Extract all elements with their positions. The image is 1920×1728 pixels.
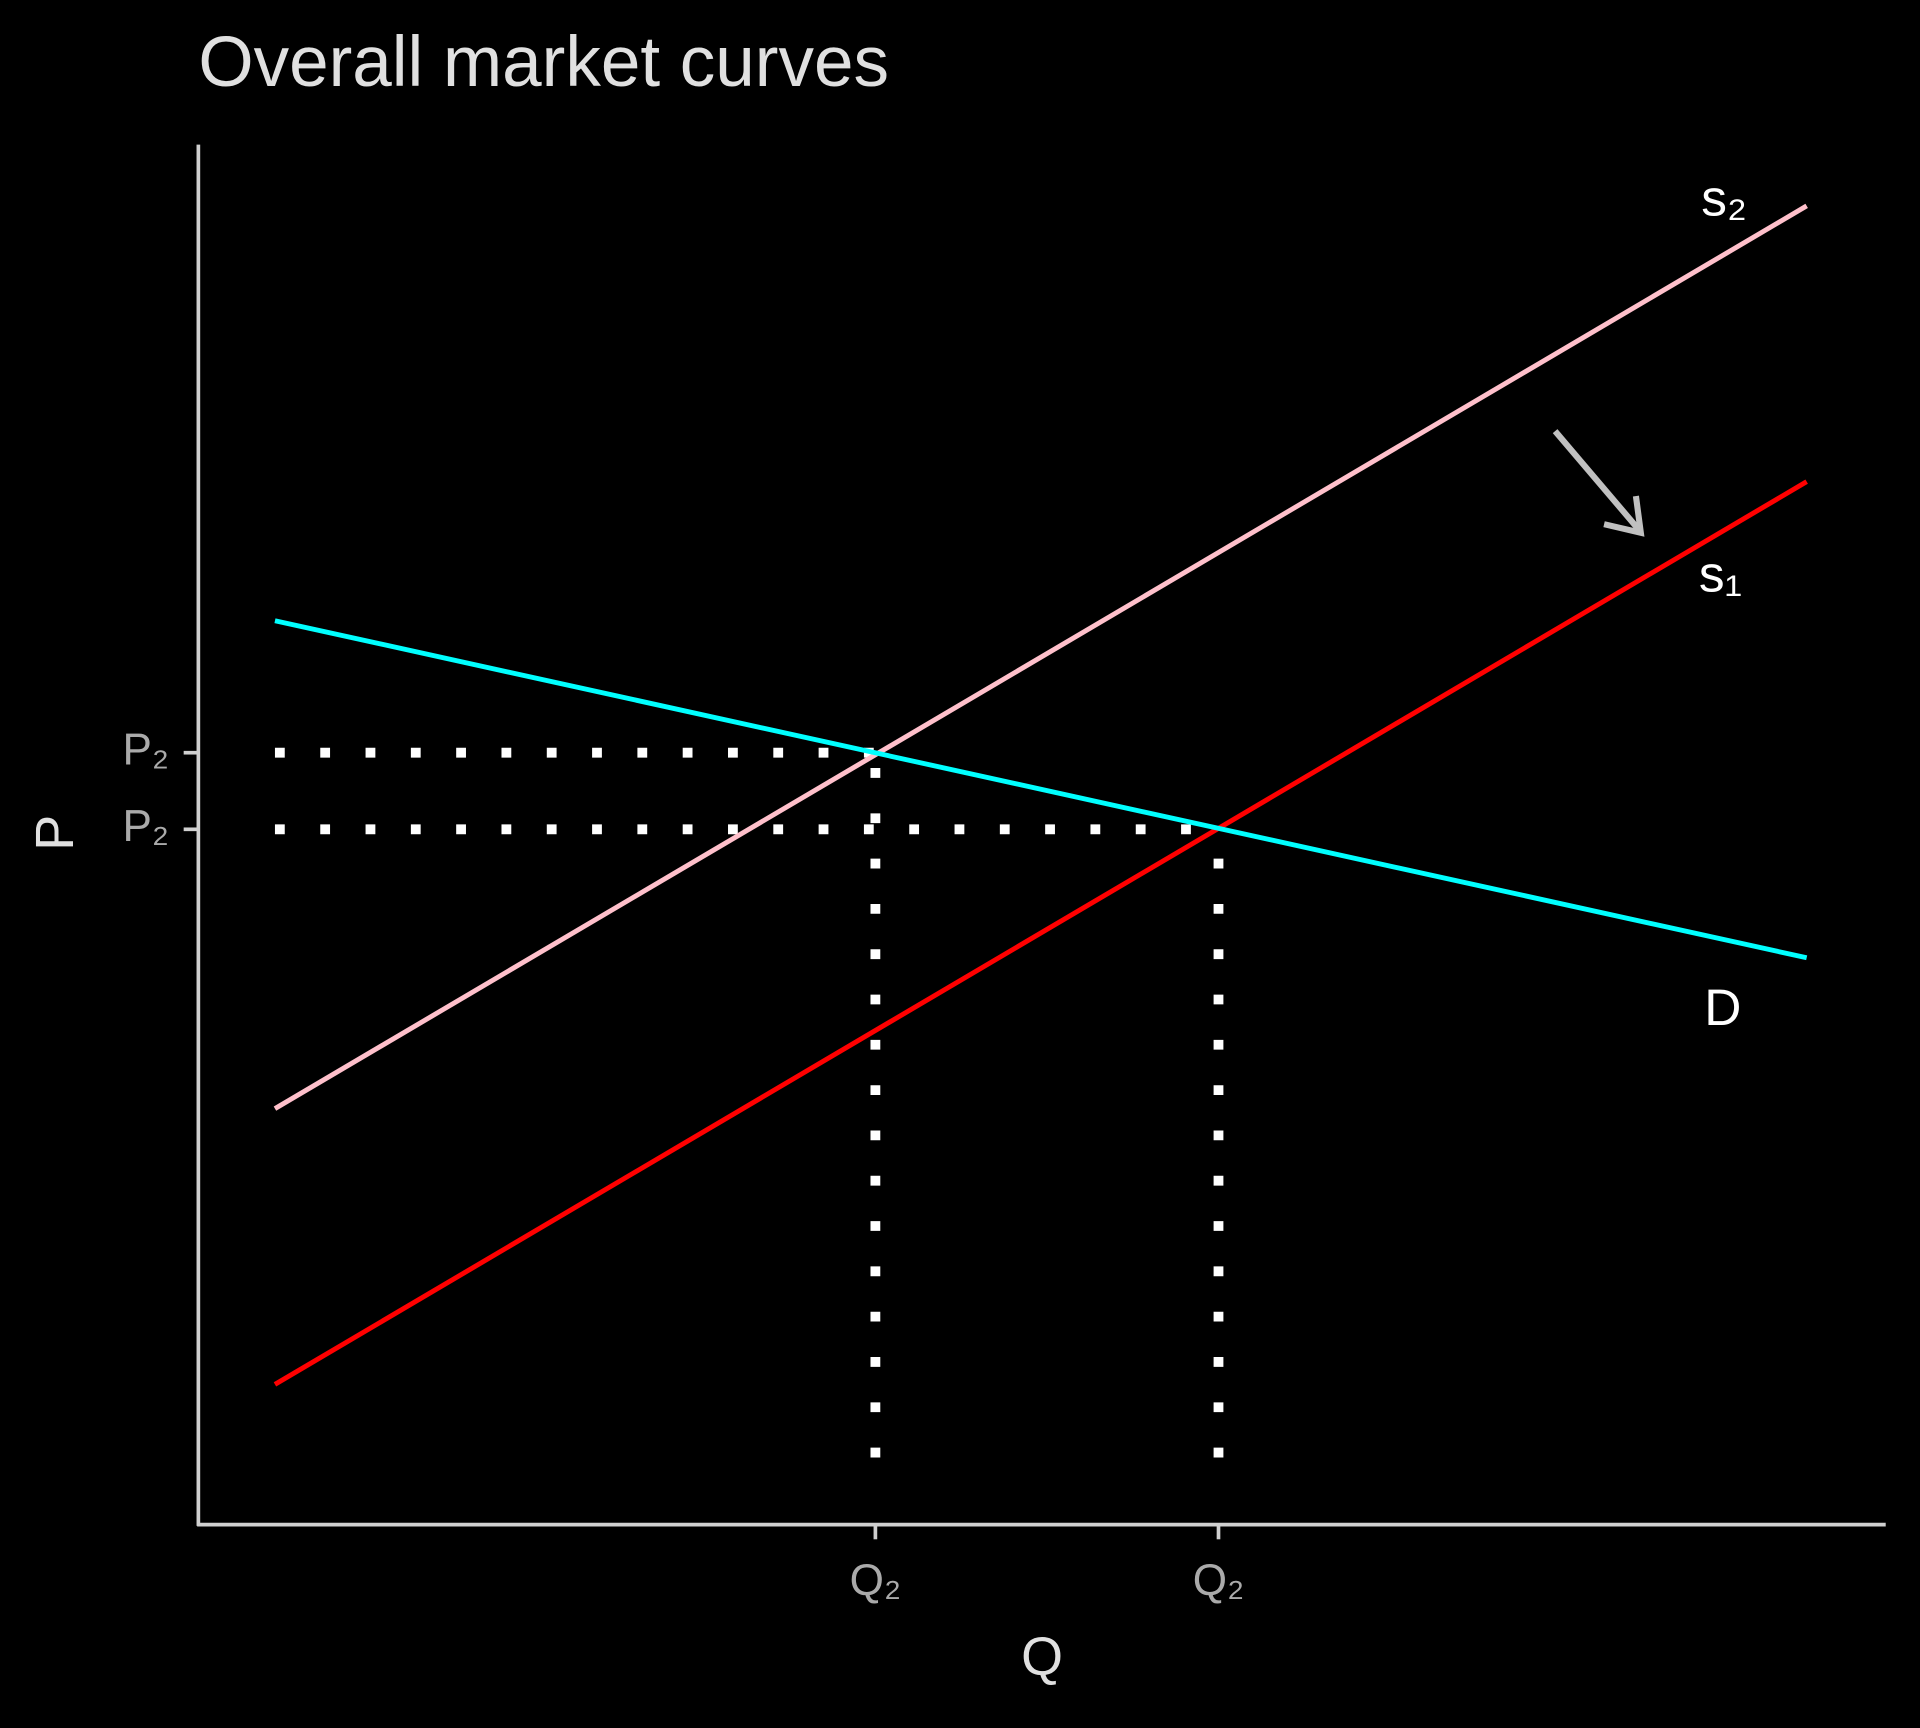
arrow-shaft [1552,429,1641,532]
x-axis-title: Q [1021,1627,1063,1687]
series-label: s₂ [1701,169,1747,227]
y-tick-label: P₂ [122,725,169,774]
x-tick-label: Q₂ [1193,1556,1244,1605]
series-line [274,618,1808,961]
series-line [273,203,1808,1111]
shift-arrow [1552,429,1645,537]
chart-title: Overall market curves [198,23,889,102]
series-label: s₁ [1699,545,1742,603]
series-line [273,479,1808,1387]
y-axis-title: P [25,815,85,851]
series-label: D [1704,978,1741,1036]
x-tick-label: Q₂ [850,1556,901,1605]
y-tick-label: P₂ [122,802,169,851]
arrow-head [1603,495,1645,537]
